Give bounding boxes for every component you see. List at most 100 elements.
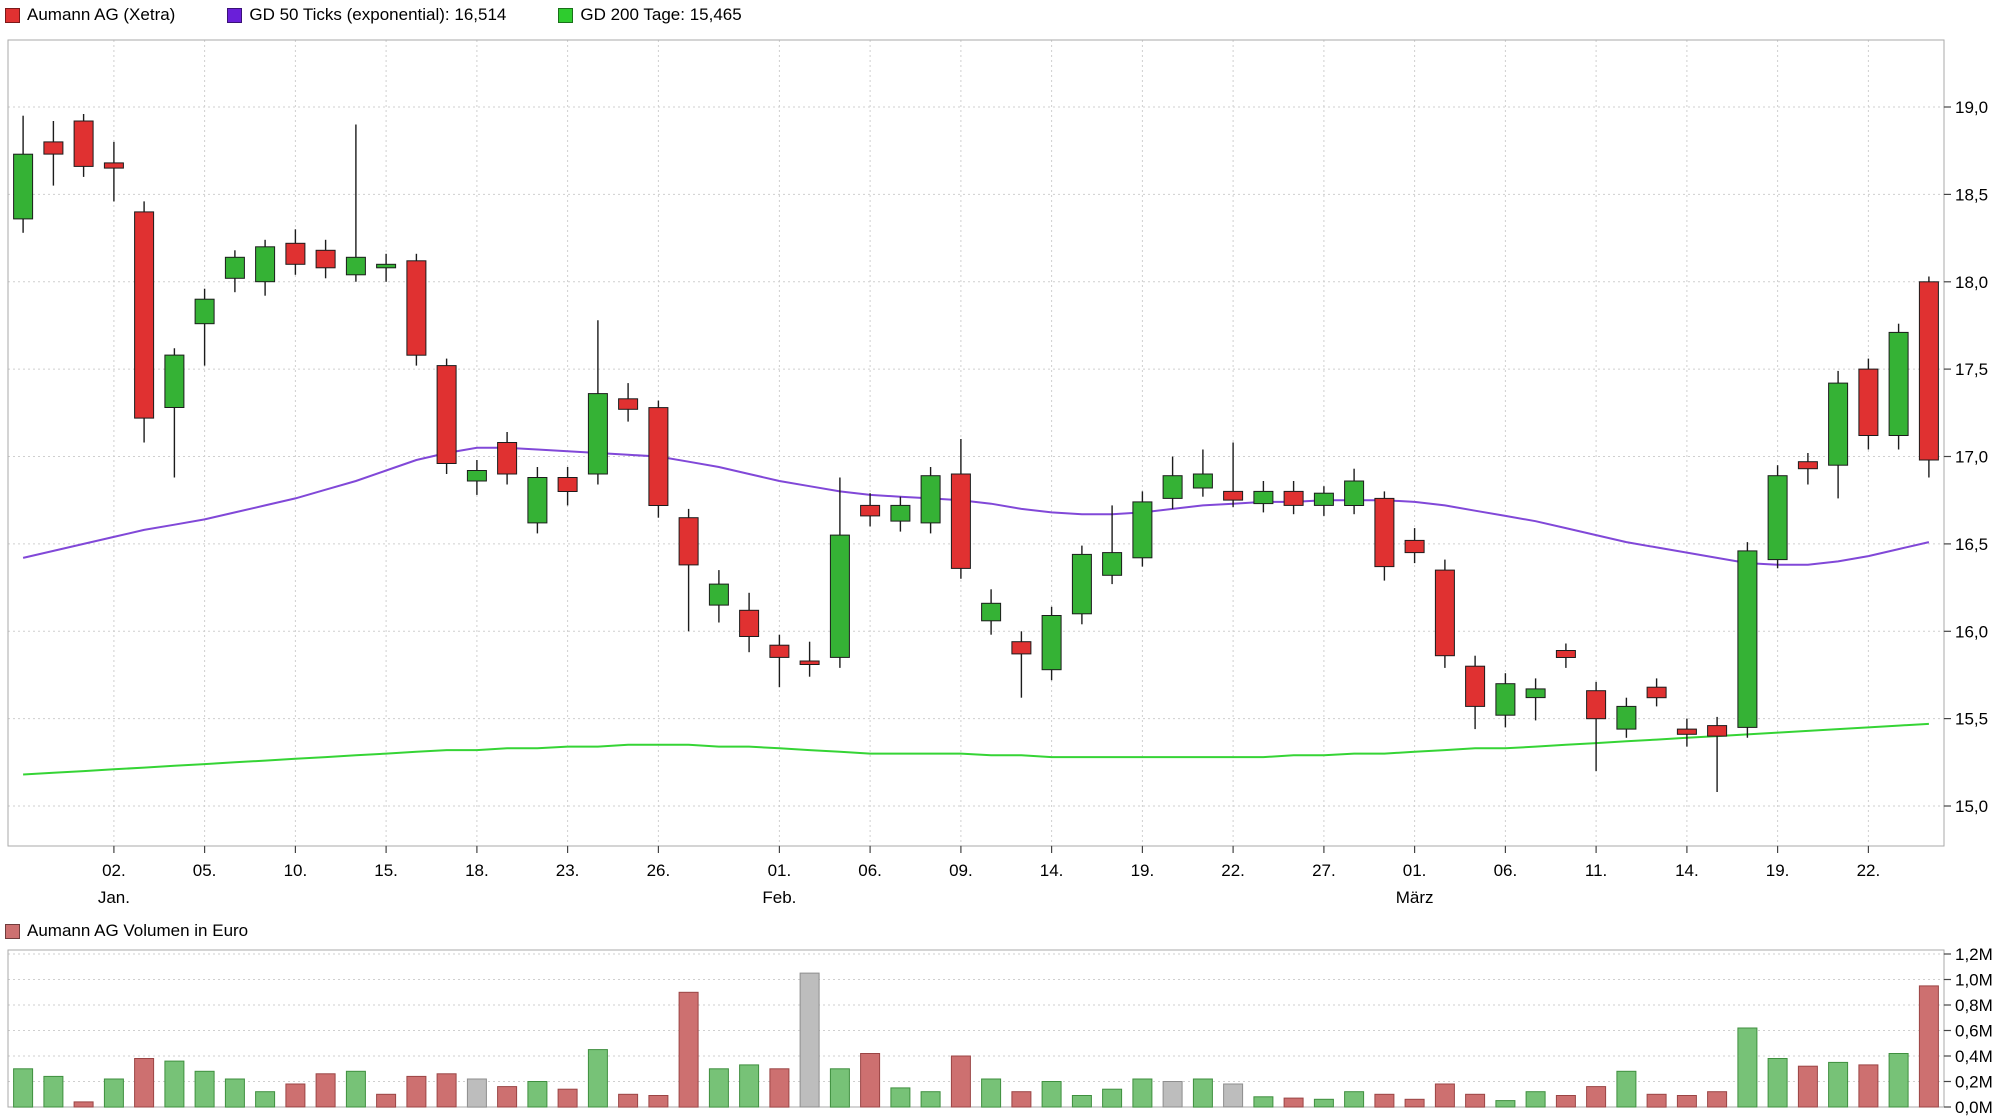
x-tick-day-label: 01. [768, 861, 792, 880]
gd200-line [23, 722, 1929, 776]
candle-body [1102, 552, 1123, 576]
price-tick-label: 18,0 [1955, 273, 1988, 292]
candle-body [1011, 641, 1032, 655]
candle-body [1495, 683, 1516, 716]
volume-bar [376, 1093, 397, 1108]
candle-body [164, 354, 185, 409]
candle-body [1888, 331, 1909, 436]
x-tick-day-label: 22. [1221, 861, 1245, 880]
legend-item-volume: Aumann AG Volumen in Euro [5, 920, 248, 942]
volume-tick-label: 1,2M [1955, 945, 1993, 964]
volume-bar [1525, 1091, 1546, 1108]
volume-bar [1041, 1081, 1062, 1108]
candle-body [1162, 475, 1183, 499]
candle-body [1767, 475, 1788, 561]
volume-bar [1192, 1078, 1213, 1108]
volume-bar [1344, 1091, 1365, 1108]
gd200-series-swatch-icon [558, 7, 574, 23]
volume-bar [315, 1073, 336, 1108]
volume-bar [103, 1078, 124, 1108]
candle-body [1374, 497, 1395, 568]
x-tick-month-label: März [1396, 888, 1434, 907]
gd50-series-label: GD 50 Ticks (exponential): 16,514 [249, 5, 507, 24]
candle-body [920, 475, 941, 524]
x-tick-month-label: Feb. [762, 888, 796, 907]
candle-body [1192, 473, 1213, 489]
candle-body [1344, 480, 1365, 506]
x-tick-day-label: 19. [1766, 861, 1790, 880]
candle-body [708, 583, 729, 606]
volume-bar [1586, 1086, 1607, 1108]
volume-bar [345, 1070, 366, 1108]
candle-body [1132, 501, 1153, 559]
volume-bar [890, 1087, 911, 1108]
volume-bar [950, 1055, 971, 1108]
volume-bar [527, 1081, 548, 1108]
volume-bar [860, 1053, 881, 1108]
candle-body [1313, 492, 1334, 506]
volume-bar [406, 1075, 427, 1108]
candle-body [1434, 569, 1455, 657]
candle-body [73, 120, 94, 167]
volume-bar [1102, 1088, 1123, 1108]
candle-body [285, 242, 306, 265]
gd200-series-label: GD 200 Tage: 15,465 [580, 5, 742, 24]
candle-body [890, 504, 911, 522]
x-tick-day-label: 02. [102, 861, 126, 880]
candle-body [436, 365, 457, 465]
candles-plot[interactable] [13, 114, 1939, 792]
volume-bar [1404, 1098, 1425, 1108]
volume-bar [1223, 1083, 1244, 1108]
volume-bars-plot[interactable] [13, 972, 1939, 1108]
candle-body [1646, 686, 1667, 699]
legend-item-price: Aumann AG (Xetra) [5, 4, 175, 26]
candle-body [799, 660, 820, 665]
volume-bar [1313, 1098, 1334, 1108]
candle-body [527, 477, 548, 524]
volume-bar [1797, 1065, 1818, 1108]
volume-bar [1283, 1097, 1304, 1108]
volume-bar [1374, 1093, 1395, 1108]
x-axis-labels: 02. Jan. 05. 10. 15. 18. 23. 26. 01. Feb. 06. 09. 14… [98, 846, 1880, 907]
candle-body [1737, 550, 1758, 728]
volume-bar [1646, 1093, 1667, 1108]
volume-bar [678, 991, 699, 1108]
volume-bar [1858, 1064, 1879, 1108]
candle-body [557, 477, 578, 492]
volume-bar [497, 1086, 518, 1108]
candle-body [1404, 539, 1425, 554]
x-tick-day-label: 01. [1403, 861, 1427, 880]
volume-tick-label: 0,2M [1955, 1073, 1993, 1092]
x-tick-day-label: 09. [949, 861, 973, 880]
x-tick-day-label: 22. [1857, 861, 1881, 880]
volume-bar [1767, 1058, 1788, 1108]
x-tick-month-label: Jan. [98, 888, 130, 907]
volume-bar [43, 1075, 64, 1108]
candle-body [1465, 665, 1486, 707]
volume-bar [1555, 1095, 1576, 1108]
candle-body [103, 162, 124, 169]
candle-body [1858, 368, 1879, 437]
x-tick-day-label: 14. [1040, 861, 1064, 880]
volume-bar [436, 1073, 457, 1108]
candle-body [1525, 688, 1546, 699]
candle-body [13, 153, 34, 220]
price-tick-label: 16,5 [1955, 535, 1988, 554]
volume-bar [466, 1078, 487, 1108]
candle-body [618, 398, 639, 410]
volume-bar [920, 1091, 941, 1108]
volume-bar [1011, 1091, 1032, 1108]
volume-bar [1434, 1083, 1455, 1108]
candle-body [739, 609, 760, 637]
candle-body [1676, 728, 1697, 735]
x-tick-day-label: 15. [374, 861, 398, 880]
volume-bar [1071, 1095, 1092, 1108]
x-tick-day-label: 05. [193, 861, 217, 880]
candle-body [1071, 553, 1092, 615]
volume-bar [1828, 1061, 1849, 1108]
volume-bar [1132, 1078, 1153, 1108]
volume-bar [1888, 1053, 1909, 1108]
candle-body [466, 470, 487, 482]
volume-chart-legend: Aumann AG Volumen in Euro [5, 920, 248, 942]
